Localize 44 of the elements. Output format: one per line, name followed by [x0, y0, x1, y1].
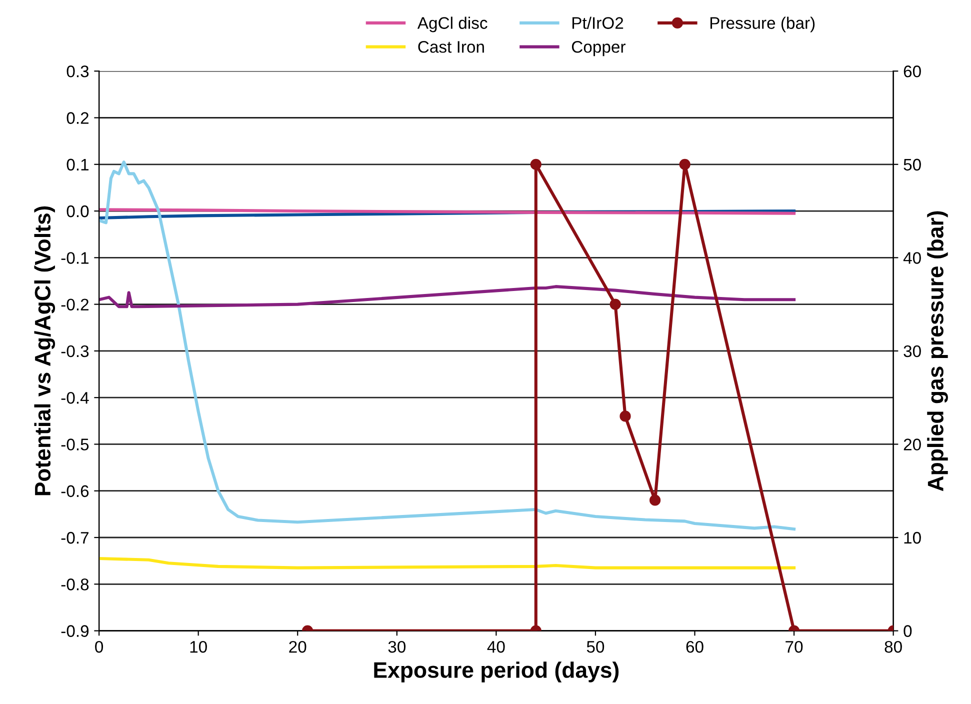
y2-tick-label: 0	[904, 625, 912, 637]
y-tick-label: 0.0	[66, 205, 89, 218]
y2-tick-label: 50	[904, 158, 921, 171]
x-tick-label: 30	[388, 640, 406, 653]
x-tick-label: 0	[95, 640, 104, 653]
legend-label: Pt/IrO2	[572, 16, 624, 29]
y-tick-label: -0.2	[61, 298, 88, 311]
x-tick-label: 40	[487, 640, 505, 653]
y-tick-label: -0.4	[61, 392, 89, 404]
y-tick-label: -0.1	[61, 252, 89, 264]
line-series	[99, 285, 796, 308]
point	[530, 158, 542, 170]
point	[610, 298, 621, 310]
y-axis-title: Potential vs Ag/AgCl (Volts)	[34, 206, 56, 496]
y-tick-label: 0.2	[66, 112, 88, 124]
x-tick-label: 60	[686, 640, 704, 653]
x-tick-label: 50	[586, 640, 604, 653]
x-axis-title: Exposure period (days)	[374, 662, 619, 682]
y2-tick-label: 10	[904, 532, 921, 544]
legend-label: Pressure (bar)	[710, 16, 815, 32]
y2-axis-title: Applied gas pressure (bar)	[927, 211, 948, 492]
y2-tick-label: 30	[904, 345, 921, 358]
line-series	[99, 556, 796, 570]
x-tick-label: 80	[884, 640, 902, 653]
line-series	[99, 160, 796, 531]
y2-tick-label: 40	[903, 252, 921, 264]
y-tick-label: 0.1	[66, 158, 89, 171]
legend-label: Copper	[572, 41, 626, 56]
point	[679, 158, 690, 170]
y2-tick-label: 20	[904, 438, 921, 450]
y-tick-label: -0.3	[61, 345, 89, 358]
y-tick-label: -0.9	[61, 625, 89, 637]
y-tick-label: 0.3	[66, 66, 89, 78]
legend-label: AgCl disc	[417, 16, 488, 32]
x-tick-label: 70	[786, 640, 803, 653]
point	[620, 410, 631, 422]
legend-label: Cast Iron	[418, 41, 484, 53]
y-tick-label: -0.8	[61, 578, 89, 590]
y-tick-label: -0.5	[61, 438, 89, 450]
y-tick-label: -0.6	[61, 485, 89, 498]
x-tick-label: 10	[190, 640, 207, 653]
y2-tick-label: 60	[904, 66, 921, 78]
x-tick-label: 20	[289, 640, 306, 653]
y-tick-label: -0.7	[61, 532, 88, 544]
